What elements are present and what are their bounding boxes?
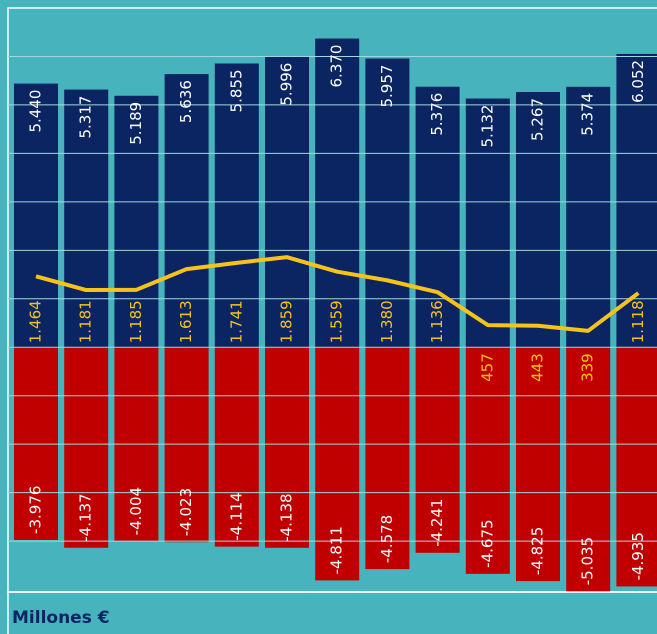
value-label: 5.189 bbox=[127, 102, 145, 145]
footer-frame bbox=[7, 591, 657, 634]
bar bbox=[465, 98, 510, 348]
balance-label: 1.136 bbox=[428, 300, 446, 343]
value-label: -4.578 bbox=[378, 515, 396, 563]
balance-label: 339 bbox=[579, 353, 597, 382]
bar bbox=[64, 89, 109, 348]
bar bbox=[214, 347, 259, 547]
bar bbox=[566, 347, 611, 592]
bar bbox=[64, 347, 109, 548]
balance-label: 1.380 bbox=[378, 300, 396, 343]
value-label: -4.825 bbox=[529, 527, 547, 575]
unit-label: Millones € bbox=[12, 608, 110, 628]
bar bbox=[14, 347, 58, 540]
balance-label: 1.181 bbox=[77, 300, 95, 343]
value-label: 5.636 bbox=[177, 80, 195, 123]
bar bbox=[315, 38, 360, 348]
value-label: 5.855 bbox=[227, 69, 245, 112]
bar bbox=[415, 347, 460, 553]
bar bbox=[265, 347, 309, 548]
balance-label: 457 bbox=[478, 353, 496, 382]
value-label: -4.023 bbox=[177, 488, 195, 536]
bar bbox=[566, 86, 611, 348]
balance-label: 1.613 bbox=[177, 300, 195, 343]
bar bbox=[114, 95, 159, 348]
value-label: -4.137 bbox=[77, 493, 95, 541]
value-label: 5.132 bbox=[478, 105, 496, 148]
value-label: 5.957 bbox=[378, 65, 396, 108]
value-label: 5.317 bbox=[77, 96, 95, 139]
balance-label: 1.859 bbox=[278, 300, 296, 343]
value-label: -4.241 bbox=[428, 498, 446, 546]
bar bbox=[164, 74, 209, 348]
bar bbox=[365, 347, 410, 570]
value-label: 5.440 bbox=[27, 90, 45, 133]
balance-label: 1.185 bbox=[127, 300, 145, 343]
balance-label: 1.741 bbox=[227, 300, 245, 343]
bar bbox=[465, 347, 510, 574]
value-label: -4.675 bbox=[478, 519, 496, 567]
value-label: 5.996 bbox=[278, 63, 296, 106]
bar bbox=[214, 63, 259, 348]
bar bbox=[14, 83, 58, 348]
value-label: 6.052 bbox=[629, 60, 647, 103]
value-label: 6.370 bbox=[328, 45, 346, 88]
bar bbox=[516, 91, 560, 348]
balance-label: 1.464 bbox=[27, 300, 45, 343]
bar bbox=[164, 347, 209, 543]
value-label: -3.976 bbox=[27, 486, 45, 534]
value-label: -4.004 bbox=[127, 487, 145, 535]
bar bbox=[616, 347, 657, 587]
value-label: -4.138 bbox=[278, 493, 296, 541]
value-label: 5.376 bbox=[428, 93, 446, 136]
value-label: 5.267 bbox=[529, 98, 547, 141]
value-label: -5.035 bbox=[579, 537, 597, 585]
bar bbox=[516, 347, 560, 582]
balance-line bbox=[35, 255, 640, 333]
balance-label: 443 bbox=[529, 353, 547, 382]
balance-label: 1.118 bbox=[629, 300, 647, 343]
balance-label: 1.559 bbox=[328, 300, 346, 343]
value-label: -4.811 bbox=[328, 526, 346, 574]
value-label: -4.114 bbox=[227, 492, 245, 540]
value-label: -4.935 bbox=[629, 532, 647, 580]
value-label: 5.374 bbox=[579, 93, 597, 136]
